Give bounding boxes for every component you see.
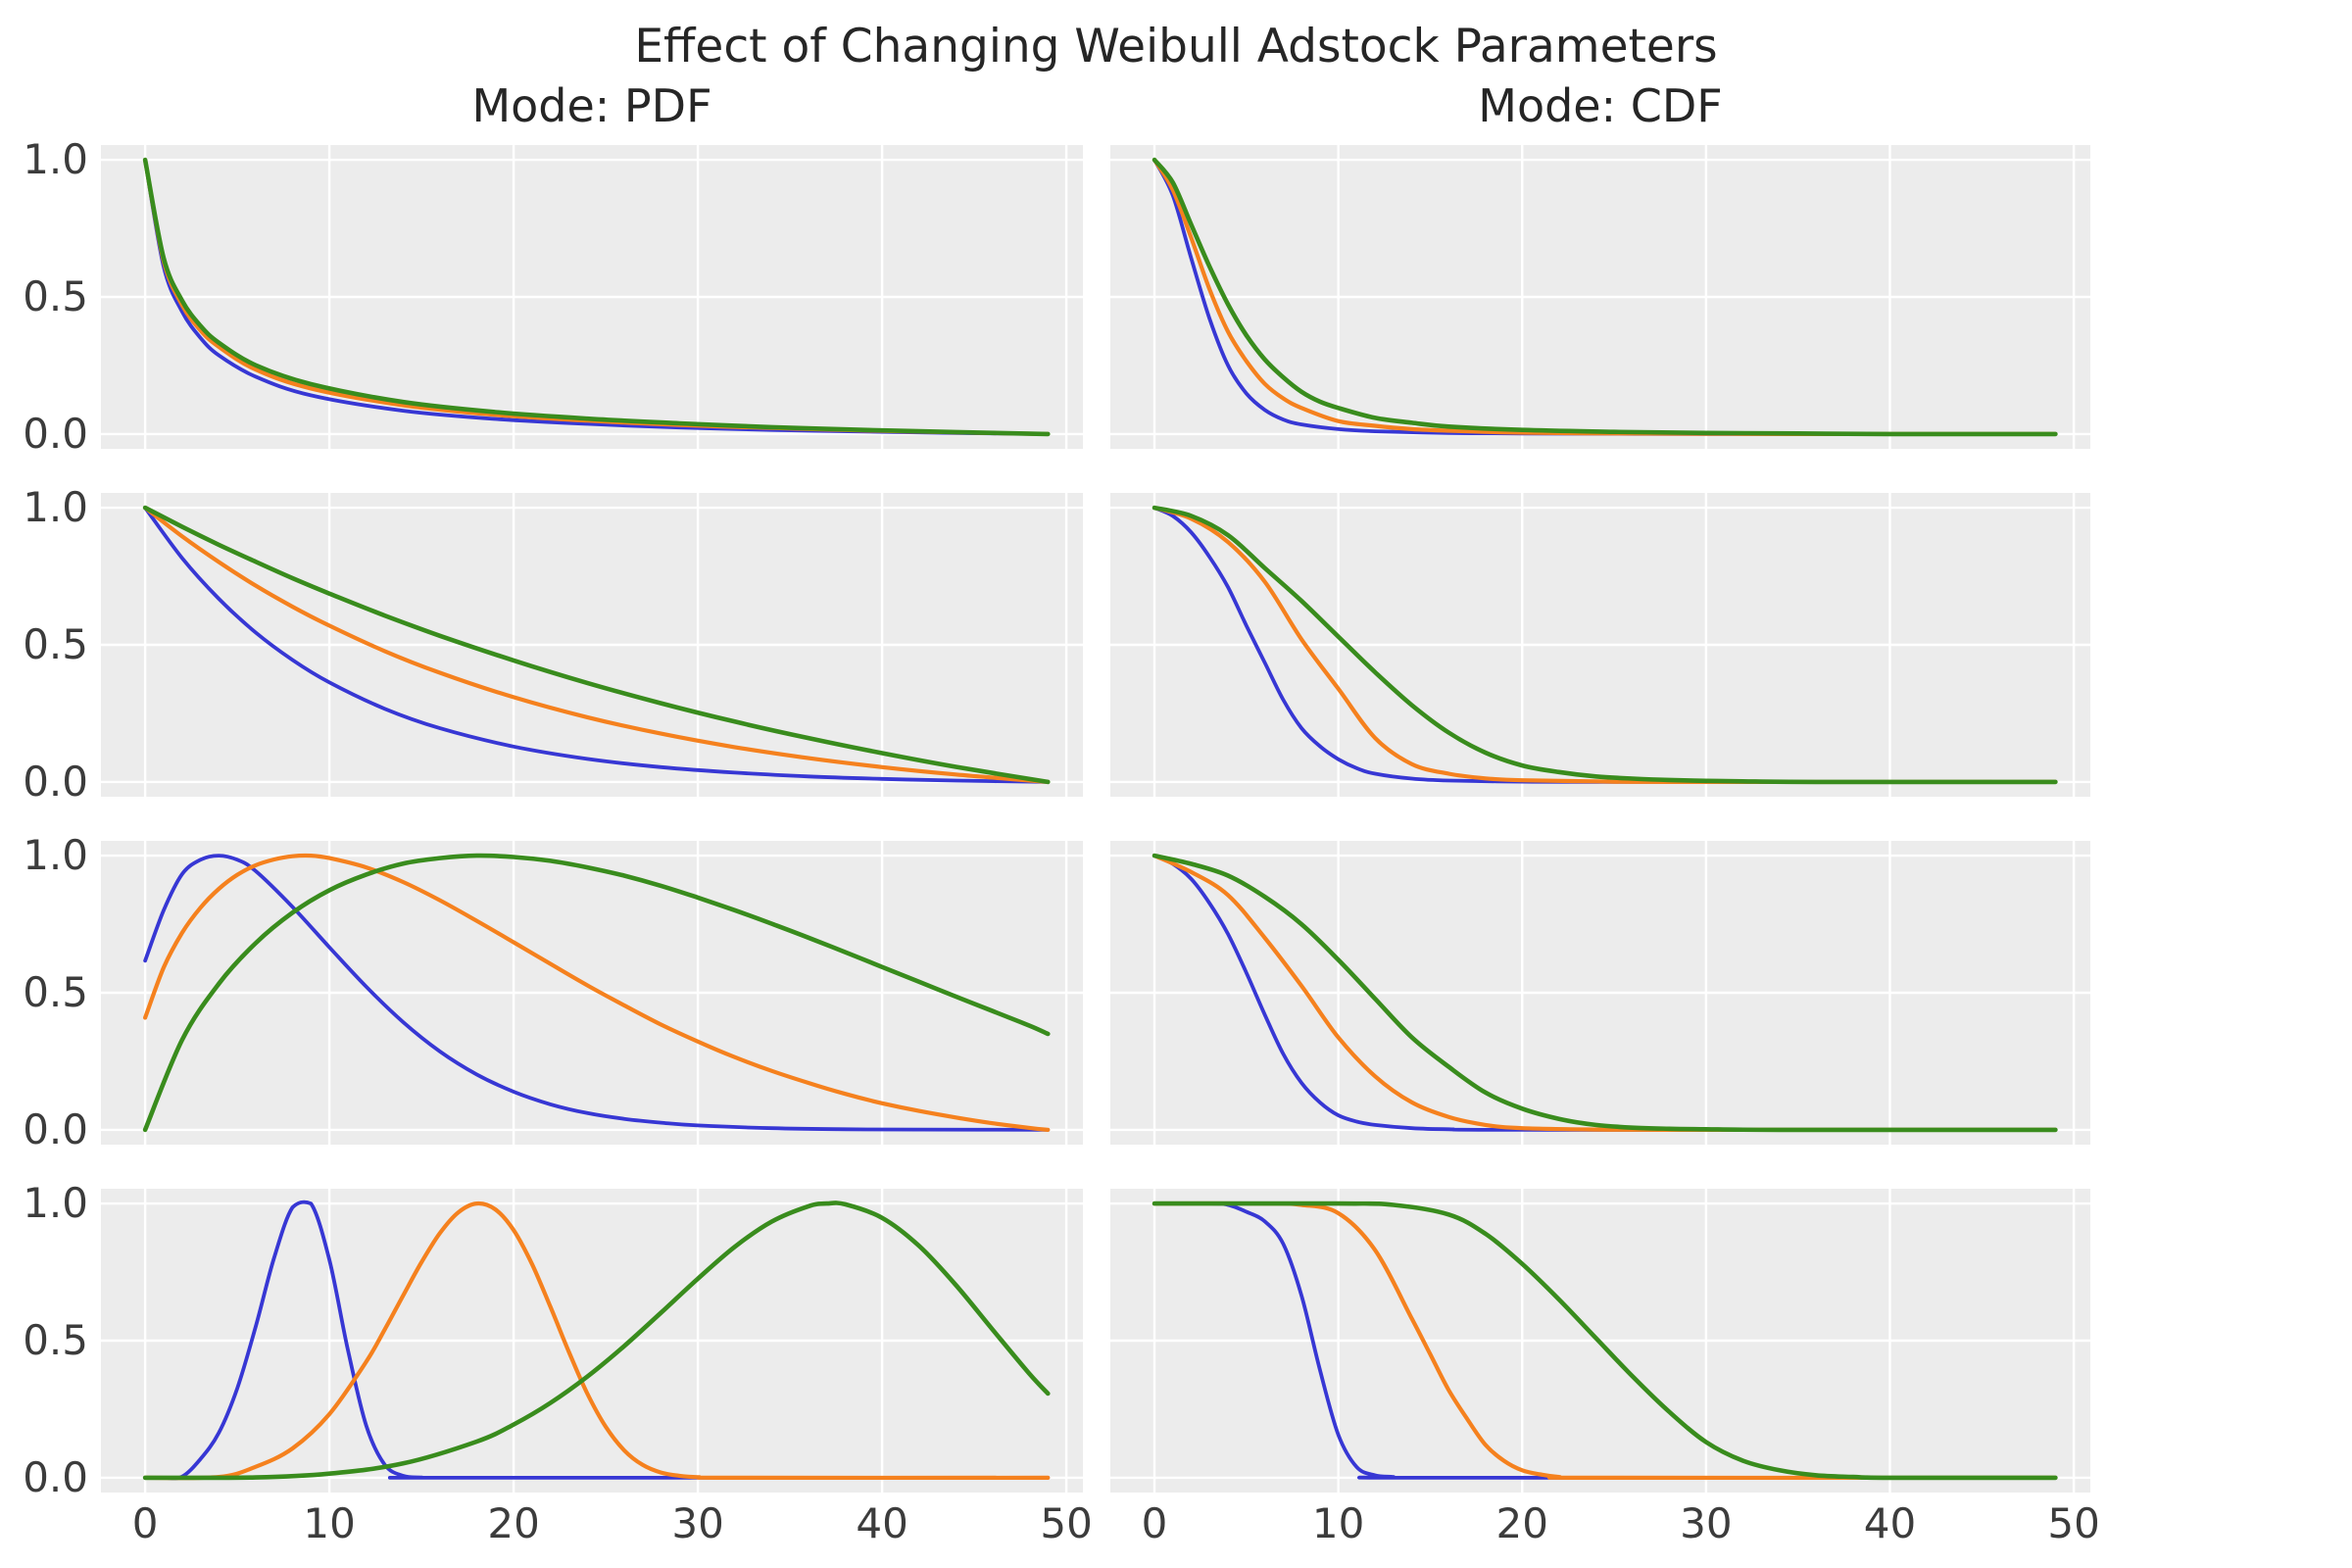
subplot-pdf-row4	[101, 1189, 1083, 1493]
curve-green-pdf-row1	[142, 157, 1051, 437]
y-tick-label: 1.0	[23, 1179, 88, 1228]
subplot-cdf-row2	[1110, 493, 2090, 797]
y-tick-label: 0.0	[23, 1104, 88, 1153]
y-tick-label: 0.0	[23, 1452, 88, 1501]
curve-green-cdf-row3	[1152, 853, 2058, 1133]
x-tick-label: 40	[856, 1499, 908, 1547]
curve-green-pdf-row2	[142, 505, 1051, 785]
x-tick-label: 20	[487, 1499, 540, 1547]
subplot-cdf-row3	[1110, 841, 2090, 1145]
column-title-pdf: Mode: PDF	[471, 79, 712, 132]
y-tick-label: 0.0	[23, 757, 88, 806]
y-tick-label: 0.5	[23, 272, 88, 320]
curve-green-cdf-row2	[1152, 505, 2058, 785]
y-tick-label: 0.5	[23, 1316, 88, 1364]
curve-blue-pdf-row2	[143, 506, 1051, 784]
subplot-pdf-row3	[101, 841, 1083, 1145]
x-tick-label: 20	[1495, 1499, 1548, 1547]
figure-title: Effect of Changing Weibull Adstock Param…	[634, 20, 1718, 74]
curve-orange-pdf-row2	[143, 506, 1051, 784]
y-tick-label: 0.5	[23, 968, 88, 1016]
y-tick-label: 0.5	[23, 620, 88, 668]
curve-blue-pdf-row4	[143, 1200, 1051, 1481]
curve-blue-cdf-row3	[1152, 854, 2058, 1132]
x-tick-label: 0	[131, 1499, 159, 1547]
subplot-pdf-row2	[101, 493, 1083, 797]
y-tick-label: 1.0	[23, 135, 88, 184]
y-tick-label: 1.0	[23, 483, 88, 532]
curve-blue-pdf-row3	[143, 854, 1051, 1132]
x-tick-label: 40	[1863, 1499, 1917, 1547]
subplot-cdf-row1	[1110, 145, 2090, 449]
x-tick-label: 0	[1141, 1499, 1168, 1547]
subplot-cdf-row4	[1110, 1189, 2090, 1493]
curve-green-pdf-row3	[142, 853, 1051, 1133]
x-tick-label: 10	[303, 1499, 356, 1547]
y-tick-label: 1.0	[23, 831, 88, 880]
curve-green-cdf-row1	[1152, 157, 2058, 437]
x-tick-label: 10	[1311, 1499, 1365, 1547]
curve-orange-pdf-row4	[143, 1200, 1051, 1481]
x-tick-label: 50	[2047, 1499, 2100, 1547]
curve-orange-cdf-row4	[1152, 1200, 2058, 1481]
subplot-pdf-row1	[101, 145, 1083, 449]
curve-blue-cdf-row4	[1152, 1201, 2058, 1480]
x-tick-label: 30	[1680, 1499, 1733, 1547]
curve-orange-pdf-row3	[143, 853, 1051, 1132]
curve-orange-cdf-row2	[1152, 506, 2058, 785]
curve-green-cdf-row4	[1152, 1200, 2058, 1481]
curve-green-pdf-row4	[142, 1200, 1051, 1481]
x-tick-label: 50	[1040, 1499, 1093, 1547]
column-title-cdf: Mode: CDF	[1478, 79, 1723, 132]
x-tick-label: 30	[671, 1499, 724, 1547]
y-tick-label: 0.0	[23, 409, 88, 458]
